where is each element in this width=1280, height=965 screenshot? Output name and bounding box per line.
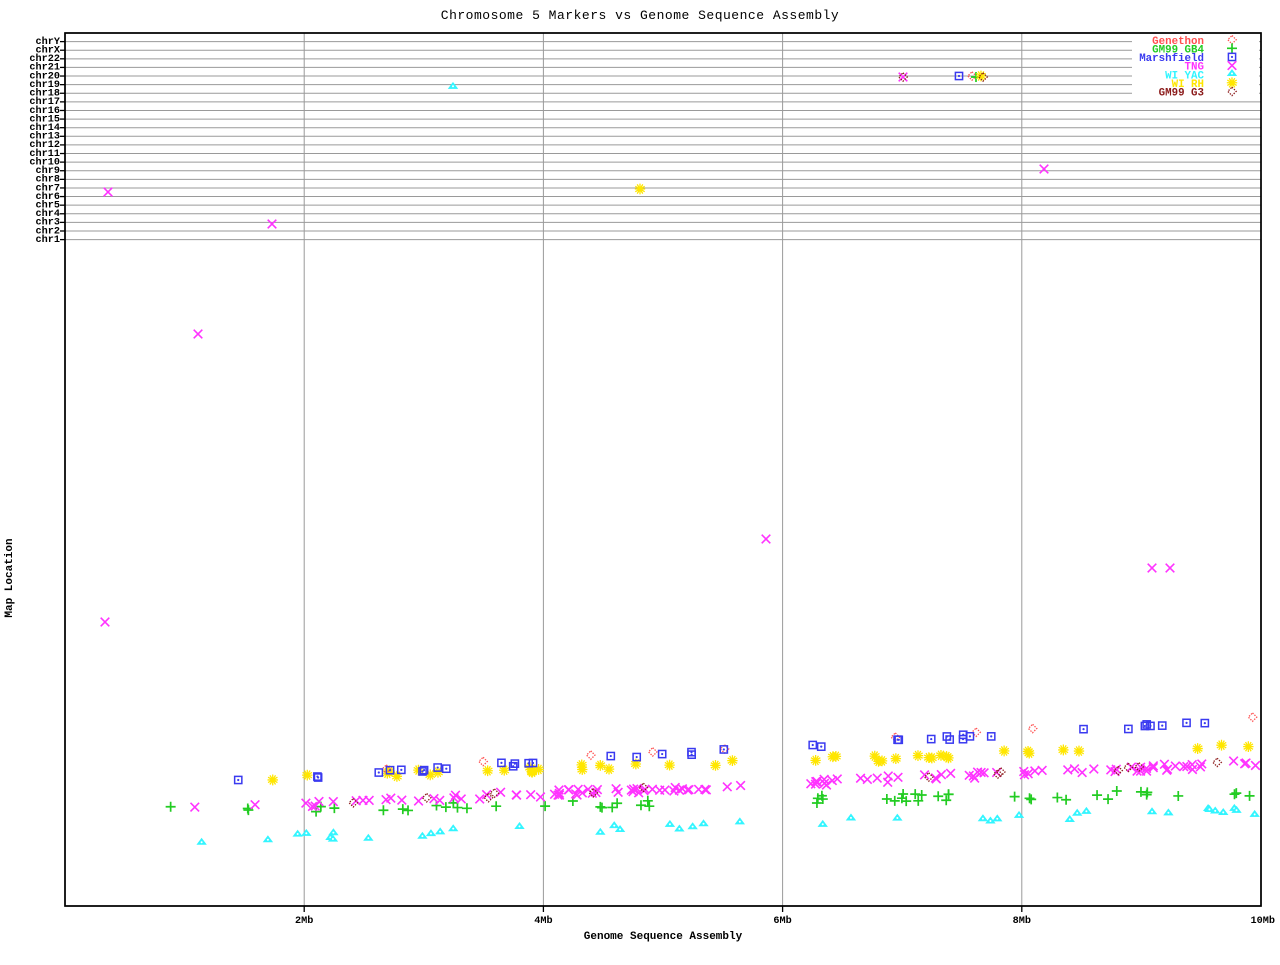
svg-text:chr1: chr1 [36, 234, 60, 246]
svg-text:8Mb: 8Mb [1013, 915, 1031, 927]
svg-text:GM99 G3: GM99 G3 [1159, 88, 1204, 100]
svg-text:6Mb: 6Mb [773, 915, 791, 927]
svg-text:4Mb: 4Mb [534, 915, 552, 927]
svg-text:Genome Sequence Assembly: Genome Sequence Assembly [584, 931, 743, 943]
svg-text:2Mb: 2Mb [295, 915, 313, 927]
svg-text:Map Location: Map Location [4, 538, 16, 617]
svg-text:10Mb: 10Mb [1251, 915, 1275, 927]
